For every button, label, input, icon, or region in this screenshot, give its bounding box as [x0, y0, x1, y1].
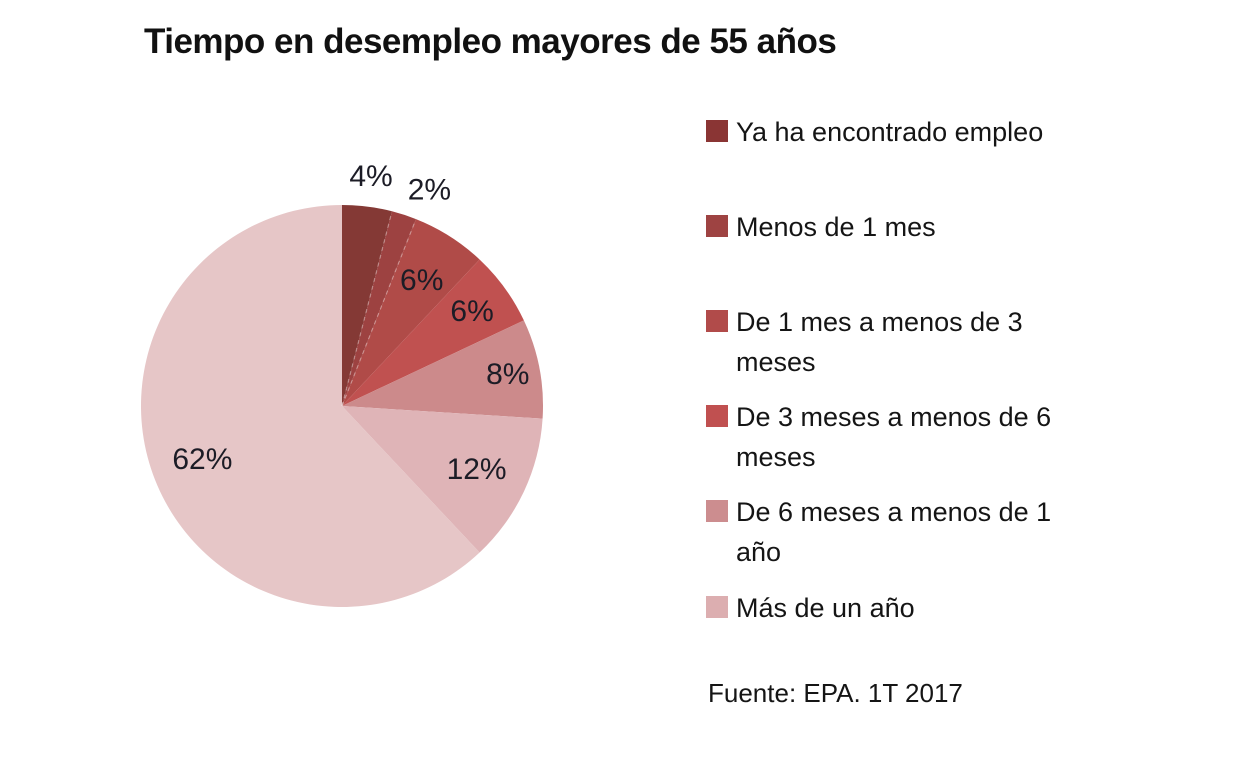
legend-item-0: Ya ha encontrado empleo — [706, 112, 1043, 152]
pie-slice-label-4: 8% — [486, 358, 529, 391]
pie-slice-label-2: 6% — [400, 264, 443, 297]
legend-swatch-icon — [706, 405, 728, 427]
legend-swatch-icon — [706, 500, 728, 522]
pie-slice-5 — [342, 406, 543, 553]
pie-slice-0 — [342, 205, 392, 406]
pie-slice-label-6: 62% — [172, 443, 232, 476]
legend-item-3: De 3 meses a menos de 6 meses — [706, 397, 1051, 477]
pie-slice-6 — [140, 204, 480, 607]
source-note: Fuente: EPA. 1T 2017 — [708, 678, 963, 708]
pie-slice-label-3: 6% — [450, 295, 493, 328]
legend-label: De 1 mes a menos de 3 meses — [736, 307, 1023, 377]
legend-swatch-icon — [706, 310, 728, 332]
pie-slice-3 — [342, 259, 524, 406]
legend-swatch-icon — [706, 596, 728, 618]
legend-item-4: De 6 meses a menos de 1 año — [706, 492, 1051, 572]
legend-label: De 6 meses a menos de 1 año — [736, 497, 1052, 567]
pie-chart: 4% 2% 6%6% 8% 12% 62% — [140, 160, 543, 607]
legend-label: Menos de 1 mes — [736, 212, 936, 242]
chart-title: Tiempo en desempleo mayores de 55 años — [144, 22, 837, 61]
slice-separator — [341, 213, 393, 407]
legend-label: De 3 meses a menos de 6 meses — [736, 402, 1052, 472]
pie-slice-label-0: 4% — [349, 160, 392, 193]
pie-slice-label-1: 2% — [408, 174, 451, 207]
legend-item-5: Más de un año — [706, 588, 915, 628]
legend-item-2: De 1 mes a menos de 3 meses — [706, 302, 1023, 382]
legend: Ya ha encontrado empleo Menos de 1 mes De … — [706, 0, 1106, 768]
legend-label: Ya ha encontrado empleo — [736, 117, 1044, 147]
slice-separator — [341, 220, 416, 407]
pie-slice-1 — [342, 211, 416, 406]
pie-slice-4 — [342, 320, 543, 419]
legend-item-1: Menos de 1 mes — [706, 207, 936, 247]
legend-swatch-icon — [706, 215, 728, 237]
legend-label: Más de un año — [736, 593, 915, 623]
pie-slice-2 — [342, 219, 480, 406]
legend-swatch-icon — [706, 120, 728, 142]
pie-slice-label-5: 12% — [447, 453, 507, 486]
